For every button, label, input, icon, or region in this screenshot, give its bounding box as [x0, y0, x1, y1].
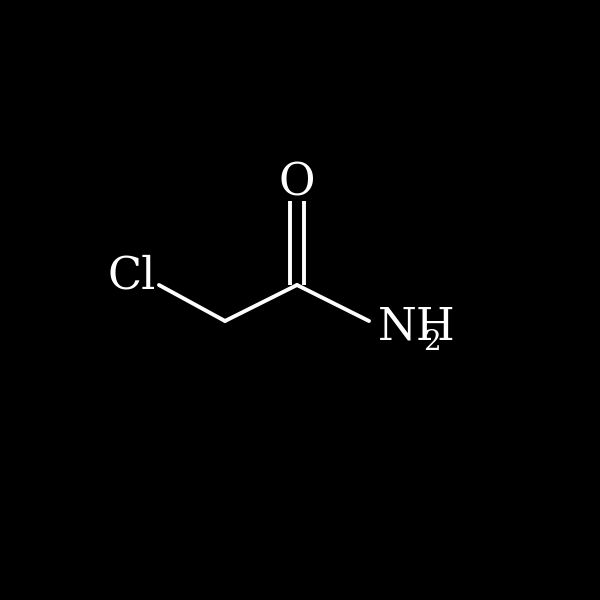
- Text: 2: 2: [423, 329, 440, 355]
- Text: O: O: [279, 161, 315, 205]
- Text: Cl: Cl: [108, 254, 156, 298]
- Text: NH: NH: [378, 305, 456, 349]
